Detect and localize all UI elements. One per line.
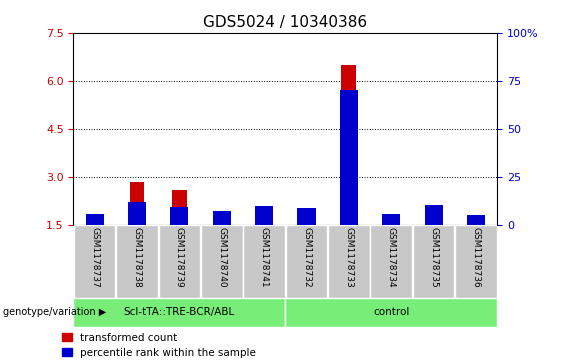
FancyBboxPatch shape — [244, 225, 285, 298]
Bar — [299, 214, 314, 225]
Bar — [297, 208, 316, 225]
Text: GSM1178739: GSM1178739 — [175, 227, 184, 288]
FancyBboxPatch shape — [159, 225, 200, 298]
Text: Scl-tTA::TRE-BCR/ABL: Scl-tTA::TRE-BCR/ABL — [124, 307, 235, 317]
Bar — [468, 222, 484, 225]
Bar — [426, 212, 441, 225]
Bar — [382, 213, 401, 225]
Bar — [87, 224, 102, 225]
FancyBboxPatch shape — [455, 225, 497, 298]
Bar — [257, 216, 272, 225]
FancyBboxPatch shape — [286, 225, 327, 298]
FancyBboxPatch shape — [371, 225, 412, 298]
Bar — [467, 216, 485, 225]
Text: GSM1178734: GSM1178734 — [387, 227, 396, 288]
FancyBboxPatch shape — [201, 225, 242, 298]
Text: control: control — [373, 307, 410, 317]
Text: genotype/variation ▶: genotype/variation ▶ — [3, 307, 106, 317]
Bar — [129, 182, 145, 225]
Bar — [340, 90, 358, 225]
Text: GSM1178735: GSM1178735 — [429, 227, 438, 288]
Bar — [172, 190, 187, 225]
Text: GSM1178733: GSM1178733 — [345, 227, 353, 288]
Text: GSM1178736: GSM1178736 — [472, 227, 480, 288]
Legend: transformed count, percentile rank within the sample: transformed count, percentile rank withi… — [62, 333, 257, 358]
Text: GSM1178740: GSM1178740 — [218, 227, 226, 288]
Title: GDS5024 / 10340386: GDS5024 / 10340386 — [203, 15, 367, 30]
Bar — [424, 205, 443, 225]
Text: GSM1178737: GSM1178737 — [90, 227, 99, 288]
Text: GSM1178741: GSM1178741 — [260, 227, 268, 288]
Bar — [170, 207, 189, 225]
Bar — [212, 211, 231, 225]
Bar — [341, 65, 357, 225]
FancyBboxPatch shape — [413, 225, 454, 298]
Bar — [85, 215, 104, 225]
FancyBboxPatch shape — [328, 225, 370, 298]
Bar — [214, 217, 229, 225]
FancyBboxPatch shape — [116, 225, 158, 298]
Bar — [384, 220, 399, 225]
Text: GSM1178732: GSM1178732 — [302, 227, 311, 288]
Text: GSM1178738: GSM1178738 — [133, 227, 141, 288]
FancyBboxPatch shape — [74, 225, 115, 298]
FancyBboxPatch shape — [285, 298, 497, 327]
FancyBboxPatch shape — [73, 298, 285, 327]
Bar — [255, 206, 273, 225]
Bar — [128, 202, 146, 225]
